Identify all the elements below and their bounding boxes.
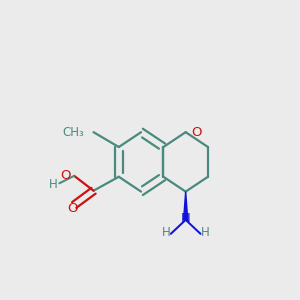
Text: O: O — [68, 202, 78, 215]
Polygon shape — [184, 192, 188, 220]
Text: O: O — [192, 126, 202, 139]
Text: O: O — [60, 169, 70, 182]
Text: H: H — [162, 226, 171, 239]
Text: CH₃: CH₃ — [63, 126, 85, 139]
Text: H: H — [201, 226, 209, 239]
Text: N: N — [181, 212, 191, 225]
Text: H: H — [48, 178, 57, 191]
